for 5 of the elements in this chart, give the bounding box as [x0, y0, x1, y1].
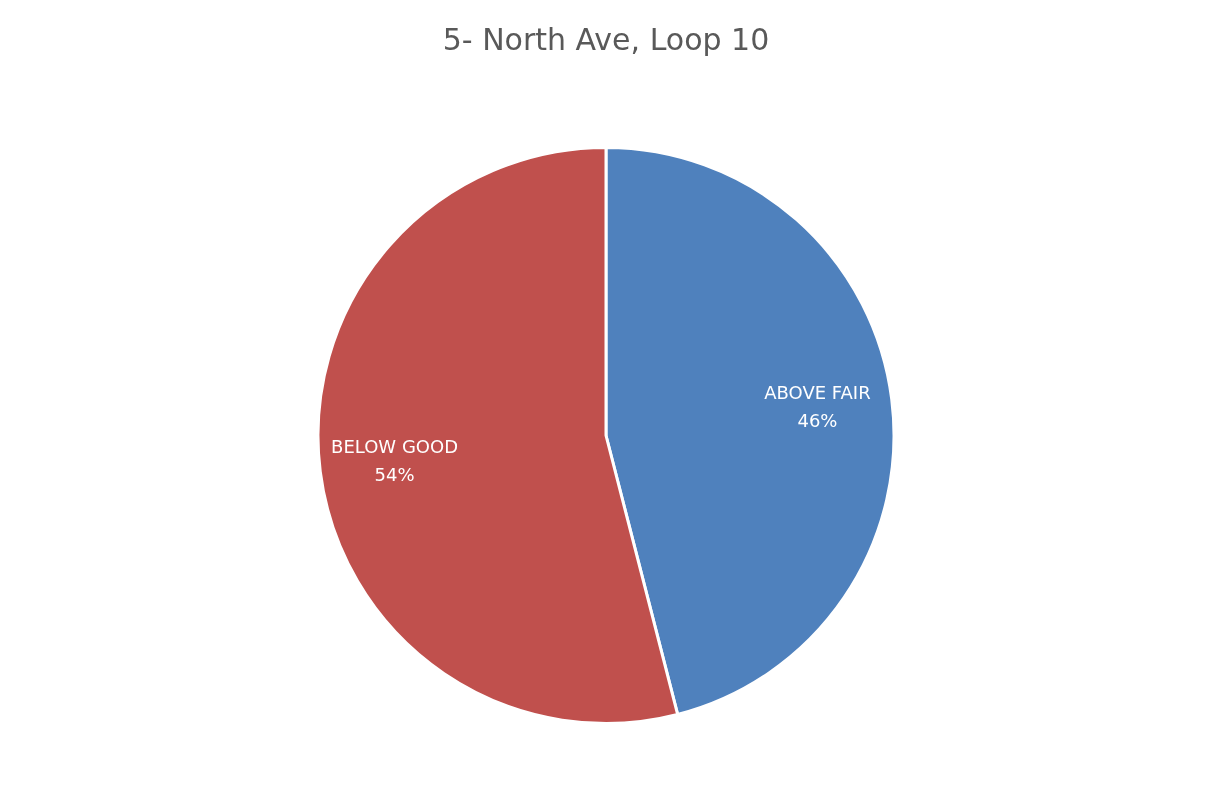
data-label: 54%	[374, 463, 415, 485]
slice-label: ABOVE FAIR	[764, 382, 871, 404]
data-label: 46%	[797, 410, 838, 432]
chart-title: 5- North Ave, Loop 10	[441, 22, 771, 57]
slice-label: BELOW GOOD	[331, 435, 459, 457]
